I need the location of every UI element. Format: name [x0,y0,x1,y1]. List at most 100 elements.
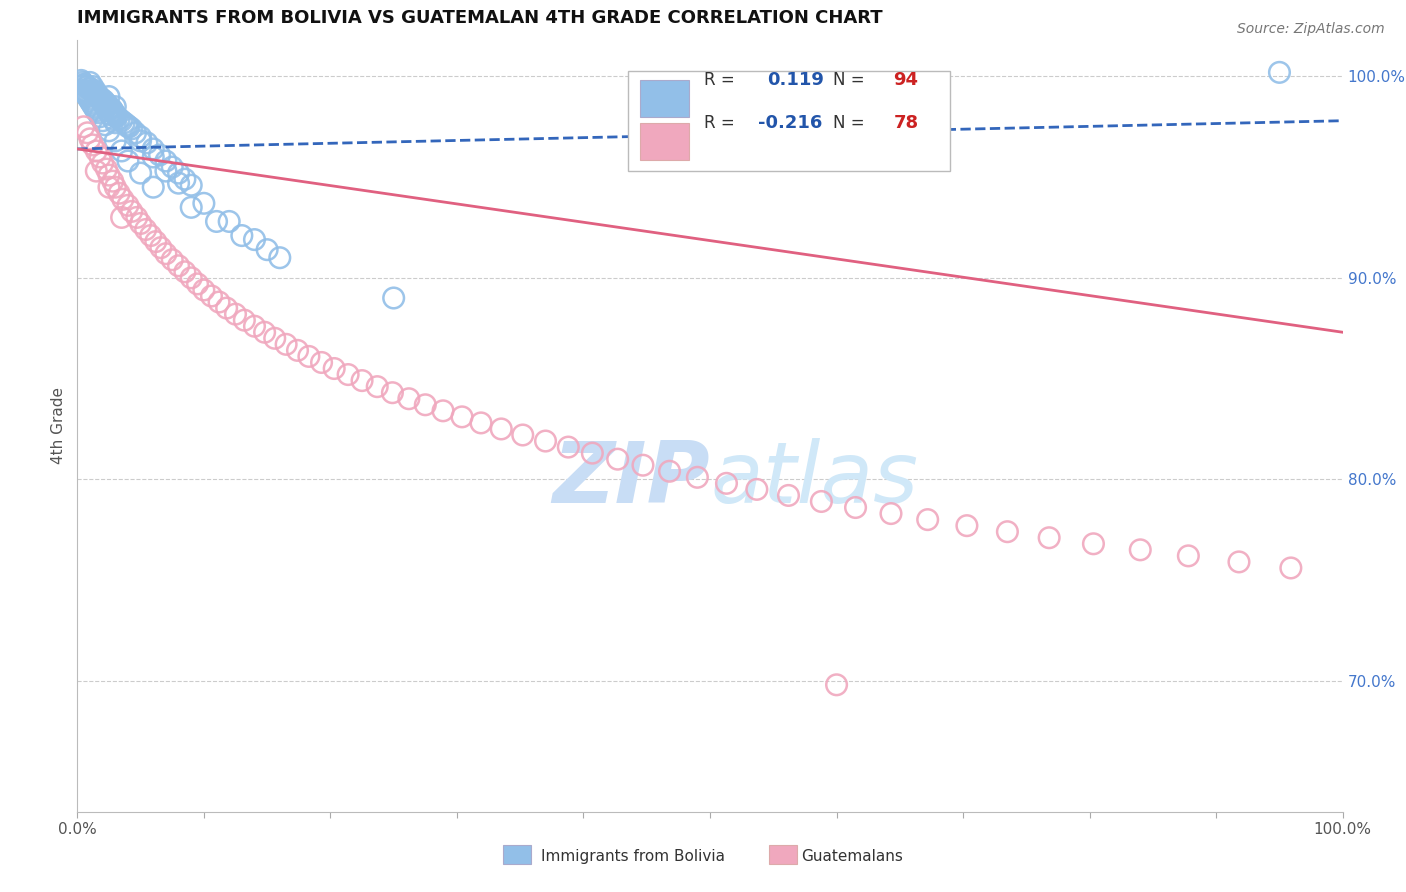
Point [167,259,190,273]
Point [91,94,114,108]
Point [231,228,253,243]
Point [121,121,143,136]
Point [118,120,141,134]
Point [1083,537,1105,551]
Point [86,164,108,178]
FancyBboxPatch shape [641,123,689,160]
Point [186,277,209,291]
Point [825,678,848,692]
Point [70,73,93,87]
Point [121,204,143,219]
Point [89,110,111,124]
Point [112,116,135,130]
Point [215,301,238,315]
Point [86,87,108,102]
Point [512,428,534,442]
Point [91,95,114,110]
Point [75,87,97,102]
Point [73,86,96,100]
Point [956,518,979,533]
Point [115,118,138,132]
Point [90,91,112,105]
Point [997,524,1019,539]
Point [142,150,165,164]
Point [117,198,139,212]
Point [174,265,197,279]
Point [104,100,127,114]
Point [142,142,165,156]
Point [108,112,131,126]
Point [193,196,215,211]
Point [193,283,215,297]
Point [205,214,228,228]
Point [77,91,100,105]
Point [89,150,111,164]
Text: atlas: atlas [710,439,918,522]
Point [104,134,127,148]
Point [79,94,101,108]
Point [366,379,388,393]
Point [72,75,94,89]
Point [73,83,96,97]
Point [298,350,321,364]
Text: ZIP: ZIP [553,439,710,522]
Point [451,409,474,424]
Point [83,100,105,114]
Point [73,78,96,92]
Point [86,144,108,158]
Point [810,494,832,508]
Point [243,319,266,334]
Point [155,164,177,178]
Point [311,355,333,369]
Point [98,168,120,182]
Point [73,120,96,134]
Point [135,222,157,236]
Point [91,156,114,170]
Point [180,271,202,285]
Point [84,102,107,116]
Point [129,166,152,180]
Point [534,434,557,448]
Point [101,174,124,188]
Point [415,398,437,412]
Text: N =: N = [832,113,865,132]
Point [149,241,172,255]
FancyBboxPatch shape [628,71,950,171]
Point [1227,555,1250,569]
FancyBboxPatch shape [503,845,531,864]
Point [352,374,374,388]
Point [79,81,101,95]
Point [86,103,108,118]
Point [253,325,276,339]
Point [125,211,148,225]
Point [155,246,177,260]
Point [96,97,118,112]
Point [167,166,190,180]
Point [111,144,132,158]
Point [89,91,111,105]
Point [218,214,240,228]
Point [86,105,108,120]
Point [103,105,125,120]
Point [1268,65,1291,79]
Point [104,108,127,122]
Point [73,78,96,92]
Point [111,192,134,206]
Point [124,126,146,140]
Point [208,295,231,310]
Point [686,470,709,484]
Point [155,154,177,169]
Point [111,211,132,225]
Point [98,124,120,138]
Point [76,89,98,103]
Point [83,86,105,100]
Point [89,91,111,105]
Point [1038,531,1060,545]
Point [79,132,101,146]
Point [82,83,104,97]
Point [79,75,101,89]
Point [381,385,404,400]
Point [104,116,127,130]
Point [162,252,183,267]
Point [167,176,190,190]
